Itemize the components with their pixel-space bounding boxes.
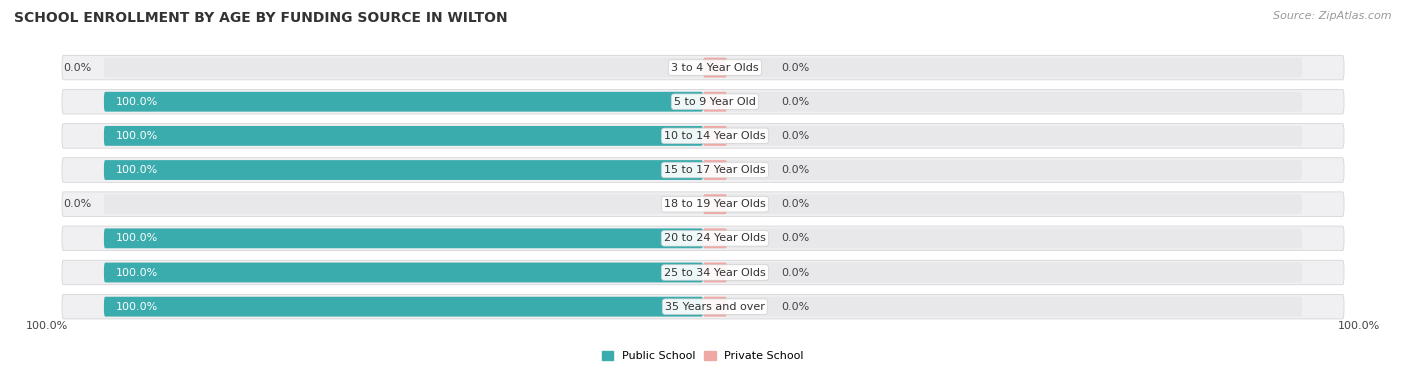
Text: 100.0%: 100.0% xyxy=(115,302,157,311)
FancyBboxPatch shape xyxy=(703,297,1302,316)
Text: 0.0%: 0.0% xyxy=(780,63,808,73)
FancyBboxPatch shape xyxy=(104,228,703,248)
FancyBboxPatch shape xyxy=(104,160,703,180)
Text: 5 to 9 Year Old: 5 to 9 Year Old xyxy=(673,97,756,107)
FancyBboxPatch shape xyxy=(104,92,703,112)
Text: 100.0%: 100.0% xyxy=(115,268,157,277)
FancyBboxPatch shape xyxy=(62,90,1344,114)
FancyBboxPatch shape xyxy=(62,192,1344,217)
Text: 100.0%: 100.0% xyxy=(115,233,157,243)
Text: 100.0%: 100.0% xyxy=(115,131,157,141)
FancyBboxPatch shape xyxy=(104,228,703,248)
Text: 0.0%: 0.0% xyxy=(780,302,808,311)
FancyBboxPatch shape xyxy=(703,160,727,180)
Text: Source: ZipAtlas.com: Source: ZipAtlas.com xyxy=(1274,11,1392,21)
FancyBboxPatch shape xyxy=(703,228,727,248)
Text: 0.0%: 0.0% xyxy=(780,233,808,243)
FancyBboxPatch shape xyxy=(703,126,1302,146)
FancyBboxPatch shape xyxy=(703,297,727,316)
FancyBboxPatch shape xyxy=(104,160,703,180)
FancyBboxPatch shape xyxy=(104,92,703,112)
Text: 0.0%: 0.0% xyxy=(63,63,91,73)
FancyBboxPatch shape xyxy=(62,260,1344,285)
FancyBboxPatch shape xyxy=(703,194,1302,214)
Text: 0.0%: 0.0% xyxy=(780,131,808,141)
Text: 20 to 24 Year Olds: 20 to 24 Year Olds xyxy=(664,233,766,243)
Text: 100.0%: 100.0% xyxy=(27,321,69,332)
FancyBboxPatch shape xyxy=(703,160,1302,180)
FancyBboxPatch shape xyxy=(104,126,703,146)
FancyBboxPatch shape xyxy=(104,263,703,282)
FancyBboxPatch shape xyxy=(703,92,1302,112)
Text: 0.0%: 0.0% xyxy=(780,199,808,209)
FancyBboxPatch shape xyxy=(104,194,703,214)
Text: 0.0%: 0.0% xyxy=(780,97,808,107)
FancyBboxPatch shape xyxy=(703,263,1302,282)
FancyBboxPatch shape xyxy=(62,226,1344,251)
FancyBboxPatch shape xyxy=(104,297,703,316)
Text: 100.0%: 100.0% xyxy=(115,165,157,175)
FancyBboxPatch shape xyxy=(104,297,703,316)
Text: 35 Years and over: 35 Years and over xyxy=(665,302,765,311)
FancyBboxPatch shape xyxy=(703,194,727,214)
FancyBboxPatch shape xyxy=(703,58,727,77)
Text: 0.0%: 0.0% xyxy=(780,268,808,277)
Text: 100.0%: 100.0% xyxy=(115,97,157,107)
Legend: Public School, Private School: Public School, Private School xyxy=(598,347,808,366)
FancyBboxPatch shape xyxy=(703,58,1302,77)
Text: 15 to 17 Year Olds: 15 to 17 Year Olds xyxy=(664,165,766,175)
FancyBboxPatch shape xyxy=(703,263,727,282)
FancyBboxPatch shape xyxy=(104,126,703,146)
FancyBboxPatch shape xyxy=(62,55,1344,80)
FancyBboxPatch shape xyxy=(104,263,703,282)
FancyBboxPatch shape xyxy=(62,294,1344,319)
Text: 10 to 14 Year Olds: 10 to 14 Year Olds xyxy=(664,131,766,141)
Text: 0.0%: 0.0% xyxy=(780,165,808,175)
FancyBboxPatch shape xyxy=(104,58,703,77)
Text: SCHOOL ENROLLMENT BY AGE BY FUNDING SOURCE IN WILTON: SCHOOL ENROLLMENT BY AGE BY FUNDING SOUR… xyxy=(14,11,508,25)
Text: 0.0%: 0.0% xyxy=(63,199,91,209)
FancyBboxPatch shape xyxy=(62,158,1344,182)
FancyBboxPatch shape xyxy=(62,124,1344,148)
Text: 3 to 4 Year Olds: 3 to 4 Year Olds xyxy=(671,63,759,73)
Text: 100.0%: 100.0% xyxy=(1337,321,1379,332)
Text: 25 to 34 Year Olds: 25 to 34 Year Olds xyxy=(664,268,766,277)
FancyBboxPatch shape xyxy=(703,228,1302,248)
FancyBboxPatch shape xyxy=(703,126,727,146)
Text: 18 to 19 Year Olds: 18 to 19 Year Olds xyxy=(664,199,766,209)
FancyBboxPatch shape xyxy=(703,92,727,112)
